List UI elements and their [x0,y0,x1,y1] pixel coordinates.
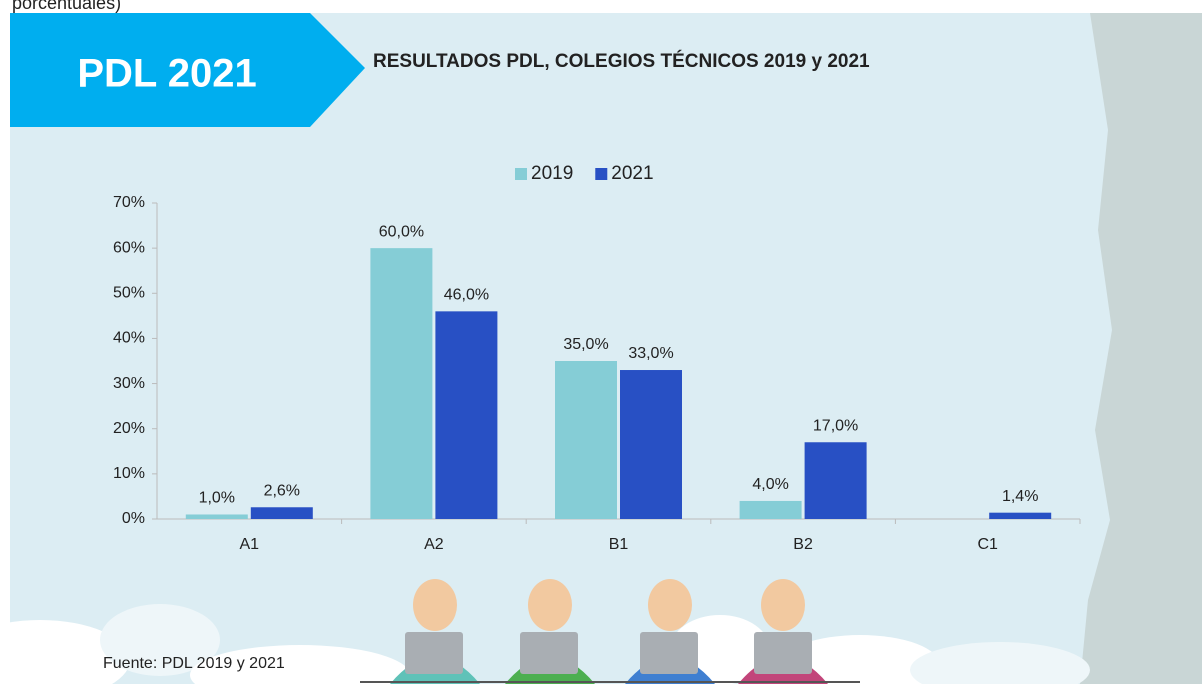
x-tick-label: B2 [793,536,813,553]
x-tick-label: A1 [240,536,260,553]
cloud [780,635,940,684]
caption: porcentuales) [12,0,121,13]
bar [739,500,802,519]
data-label: 60,0% [379,223,424,240]
person-head [413,579,457,631]
data-label: 2,6% [264,482,300,499]
bar [250,507,313,519]
paper-edge [1080,13,1202,684]
data-label: 1,0% [199,490,235,507]
y-tick-label: 40% [113,330,145,347]
bar [555,361,617,519]
bar [370,248,433,519]
monitor [520,632,578,674]
y-tick-label: 0% [122,510,145,527]
bar [435,311,498,519]
bar [620,370,682,519]
x-tick-label: B1 [609,536,629,553]
person-head [648,579,692,631]
y-tick-label: 70% [113,194,145,211]
monitor [640,632,698,674]
data-label: 46,0% [444,287,489,304]
data-label: 4,0% [752,476,788,493]
bar [185,514,248,519]
legend-swatch [515,168,527,180]
data-label: 1,4% [1002,488,1038,505]
badge [10,13,365,127]
y-tick-label: 60% [113,239,145,256]
y-tick-label: 10% [113,465,145,482]
legend-swatch [595,168,608,180]
legend-label: 2021 [611,163,653,184]
monitor [754,632,812,674]
person-head [528,579,572,631]
cloud [190,645,410,684]
cloud [0,620,130,684]
chart-title: RESULTADOS PDL, COLEGIOS TÉCNICOS 2019 y… [373,50,870,72]
y-tick-label: 50% [113,285,145,302]
y-tick-label: 20% [113,420,145,437]
x-tick-label: C1 [977,536,998,553]
monitor [405,632,463,674]
data-label: 33,0% [628,345,673,362]
y-tick-label: 30% [113,375,145,392]
cloud [100,604,220,676]
legend-label: 2019 [531,163,573,184]
bar [804,442,867,519]
source: Fuente: PDL 2019 y 2021 [103,655,285,672]
badge-text: PDL 2021 [77,52,256,96]
person-head [761,579,805,631]
data-label: 17,0% [813,417,858,434]
illustration [360,579,860,684]
cloud [910,642,1090,684]
bar [989,512,1052,519]
x-tick-label: A2 [424,536,444,553]
data-label: 35,0% [563,336,608,353]
